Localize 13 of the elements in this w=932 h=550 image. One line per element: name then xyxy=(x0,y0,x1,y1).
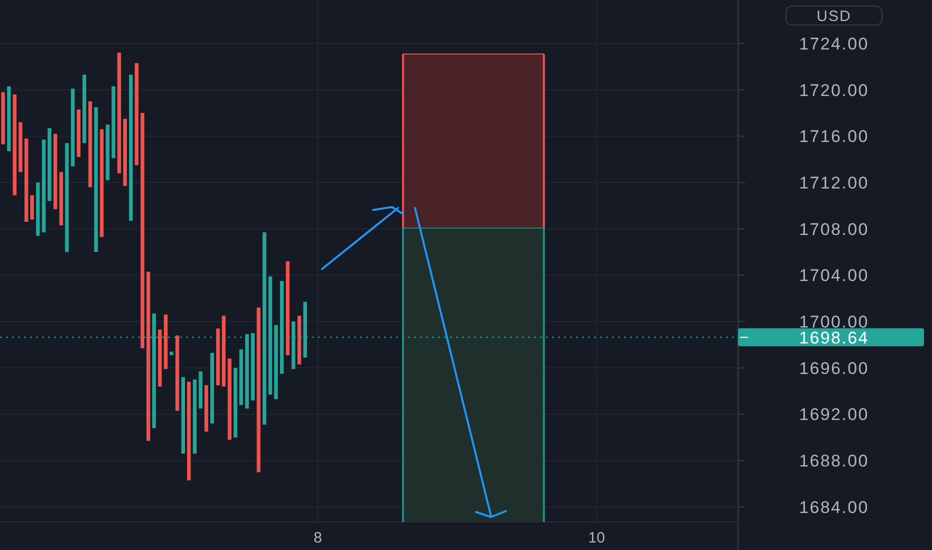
y-tick-label: 1708.00 xyxy=(799,220,869,239)
y-tick-label: 1720.00 xyxy=(799,80,869,100)
y-tick-label: 1704.00 xyxy=(799,266,869,286)
y-tick-label: 1696.00 xyxy=(799,358,869,378)
x-tick-label: 10 xyxy=(588,529,605,546)
y-axis-title: USD xyxy=(816,8,852,25)
y-tick-label: 1688.00 xyxy=(799,452,869,471)
x-tick-label: 8 xyxy=(314,529,322,546)
y-tick-label: 1716.00 xyxy=(799,127,869,146)
y-tick-label: 1692.00 xyxy=(799,405,869,424)
y-tick-label: 1684.00 xyxy=(799,498,869,517)
y-tick-label: 1712.00 xyxy=(799,173,869,192)
y-tick-label: 1724.00 xyxy=(799,34,869,54)
